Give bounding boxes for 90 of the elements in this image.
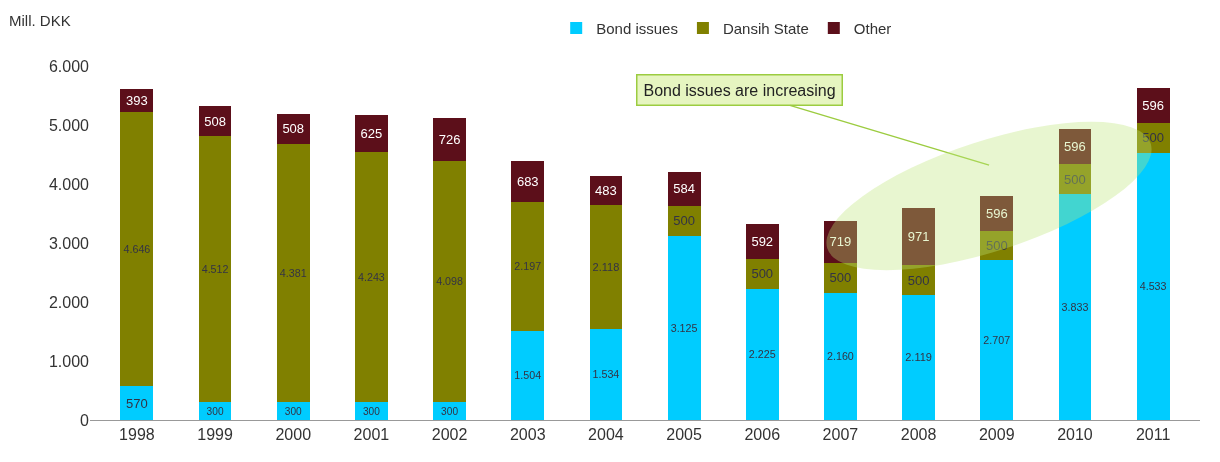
bar [354,115,388,152]
data-label: 4.512 [201,262,229,275]
bar [589,204,623,330]
legend-label: Bond issues [596,19,678,37]
y-tick-label: 4.000 [48,175,90,193]
data-label: 726 [438,131,461,147]
data-label: 4.243 [358,270,385,283]
bar [433,117,466,161]
data-label: 3.833 [1061,300,1089,313]
data-label: 596 [985,205,1008,221]
data-label: 4.381 [279,266,307,279]
bar [824,220,857,264]
legend-label: Other [853,19,892,37]
x-tick-label: 2010 [1057,426,1093,444]
bar [745,288,779,420]
data-label: 2.197 [514,260,542,273]
y-tick-label: 1.000 [48,352,90,370]
data-label: 625 [360,126,383,142]
y-tick-label: 5.000 [48,116,90,134]
y-tick-label: 3.000 [48,234,90,252]
data-label: 500 [985,238,1008,254]
data-label: 500 [673,213,695,229]
bar [511,331,545,420]
bar [824,292,857,420]
bar [745,224,779,260]
data-label: 300 [284,405,303,417]
bar [980,260,1014,420]
x-tick-label: 2004 [588,426,624,444]
data-label: 971 [907,229,930,245]
data-label: 4.646 [123,243,151,256]
bar [433,160,466,403]
bar [589,329,623,420]
annotation: Bond issues are increasing [643,81,836,99]
bar [902,208,936,266]
data-label: 300 [362,405,381,417]
data-label: 500 [829,270,852,286]
x-tick-label: 2002 [431,426,468,444]
data-label: 592 [751,234,774,250]
legend-label: Dansih State [722,19,809,37]
bar [1058,193,1092,420]
bar [511,161,545,202]
data-label: 508 [204,113,226,129]
x-tick-label: 2007 [822,426,859,444]
bar [511,201,545,332]
data-label: 2.707 [983,333,1011,346]
x-tick-label: 2009 [978,426,1015,444]
data-label: 508 [282,121,305,137]
x-tick-label: 2001 [353,426,390,444]
bar [667,235,701,420]
data-label: 500 [751,266,774,282]
data-label: 3.125 [670,321,698,334]
data-label: 584 [673,181,695,197]
y-axis-title: Mill. DKK [9,12,71,29]
data-label: 4.533 [1139,279,1167,292]
data-label: 596 [1064,139,1086,155]
data-label: 4.098 [436,275,464,288]
data-label: 300 [441,405,459,417]
data-label: 2.160 [827,349,854,362]
data-label: 1.504 [514,369,542,382]
data-label: 300 [206,405,224,417]
x-tick-label: 2011 [1135,426,1171,444]
data-label: 2.118 [592,260,620,273]
data-label: 596 [1142,97,1164,113]
data-label: 683 [516,173,539,189]
bar [902,294,936,420]
data-label: 500 [1142,130,1164,146]
data-label: 393 [126,93,148,109]
x-tick-label: 2005 [666,426,702,444]
y-tick-label: 6.000 [48,57,90,75]
bar [120,112,154,387]
data-label: 719 [829,234,852,250]
x-tick-label: 2003 [509,426,546,444]
data-label: 500 [907,272,930,288]
x-tick-label: 1999 [197,426,233,444]
bar [198,136,232,403]
x-tick-label: 2006 [744,426,781,444]
data-label: 483 [595,182,617,198]
y-tick-label: 2.000 [48,293,90,311]
x-tick-label: 2008 [900,426,937,444]
bar [120,386,154,420]
data-label: 2.119 [905,351,932,364]
data-label: 2.225 [748,348,776,361]
y-tick-label: 0 [80,411,90,429]
bar [354,151,388,403]
data-label: 570 [126,395,148,411]
x-tick-label: 1998 [119,426,155,444]
x-tick-label: 2000 [275,426,312,444]
bar [276,143,310,403]
data-label: 1.534 [592,368,620,381]
bar [1136,152,1170,420]
